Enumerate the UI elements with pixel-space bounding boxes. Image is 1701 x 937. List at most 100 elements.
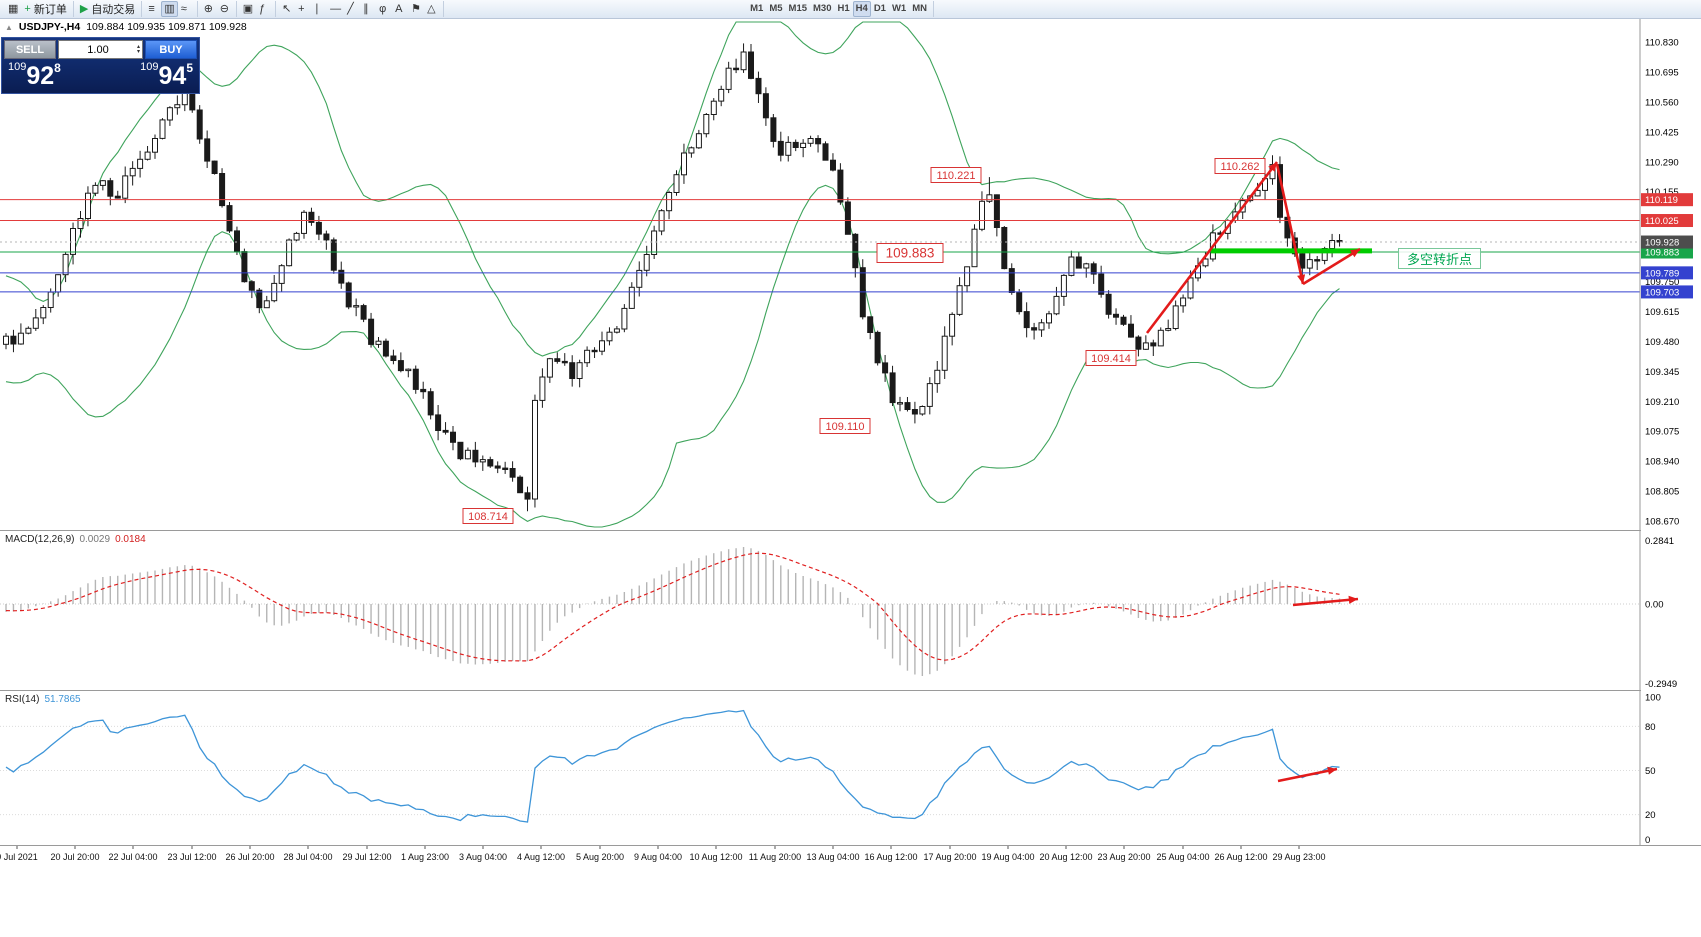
fibonacci-button[interactable]: φ xyxy=(376,1,392,17)
svg-text:16 Aug 12:00: 16 Aug 12:00 xyxy=(864,852,917,862)
price-axis-tag xyxy=(1641,235,1693,249)
indicator-axis[interactable]: 0.2841 0.00 -0.2949 100 80 50 20 0 xyxy=(1645,536,1677,846)
svg-text:110.695: 110.695 xyxy=(1645,67,1679,78)
rsi-value: 51.7865 xyxy=(44,694,81,705)
price-label-box[interactable] xyxy=(930,167,982,183)
price-axis-tag xyxy=(1641,285,1693,299)
price-axis-tag xyxy=(1641,245,1693,259)
svg-text:110.290: 110.290 xyxy=(1645,157,1679,168)
svg-text:110.155: 110.155 xyxy=(1645,187,1679,198)
toolbar-group: ≡ ▥ ≈ xyxy=(142,1,198,17)
price-axis-tag xyxy=(1641,266,1693,280)
indicators-button[interactable]: ƒ xyxy=(256,1,272,17)
equidistant-channel-button[interactable]: ∥ xyxy=(360,1,376,17)
price-label-box[interactable] xyxy=(876,243,944,263)
shapes-button[interactable]: △ xyxy=(424,1,440,17)
macd-value-main: 0.0029 xyxy=(79,534,111,545)
sell-button[interactable]: SELL xyxy=(4,40,56,59)
volume-field[interactable]: 1.00 ▴ ▾ xyxy=(58,40,143,59)
sell-price[interactable]: 109928 xyxy=(8,61,61,90)
timeframe-mn-button[interactable]: MN xyxy=(909,1,930,17)
time-axis[interactable]: 9 Jul 2021 20 Jul 20:00 22 Jul 04:00 23 Jul… xyxy=(0,846,1326,862)
svg-text:26 Aug 12:00: 26 Aug 12:00 xyxy=(1214,852,1267,862)
cursor-icon: ↖ xyxy=(282,3,292,15)
svg-text:20 Aug 12:00: 20 Aug 12:00 xyxy=(1039,852,1092,862)
timeframe-w1-button[interactable]: W1 xyxy=(889,1,909,17)
svg-text:25 Aug 04:00: 25 Aug 04:00 xyxy=(1156,852,1209,862)
timeframe-h1-button[interactable]: H1 xyxy=(835,1,853,17)
svg-text:10 Aug 12:00: 10 Aug 12:00 xyxy=(689,852,742,862)
price-label-box[interactable] xyxy=(1085,350,1137,366)
zoom-out-button[interactable]: ⊖ xyxy=(217,1,233,17)
price-label-box[interactable] xyxy=(462,508,514,524)
price-axis[interactable]: 108.670 108.805 108.940 109.075 109.210 109.3… xyxy=(1639,18,1701,845)
svg-text:23 Jul 12:00: 23 Jul 12:00 xyxy=(167,852,216,862)
candlestick-series xyxy=(3,43,1343,512)
tile-windows-icon: ▣ xyxy=(242,3,254,15)
horizontal-line-button[interactable]: ― xyxy=(327,1,344,17)
cursor-button[interactable]: ↖ xyxy=(279,1,295,17)
new-order-icon: + xyxy=(24,3,31,15)
timeframe-m30-button[interactable]: M30 xyxy=(810,1,834,17)
svg-text:9 Jul 2021: 9 Jul 2021 xyxy=(0,852,38,862)
trend-arrows[interactable] xyxy=(1145,161,1361,783)
price-axis-tag xyxy=(1641,214,1693,228)
arrow-label-icon: ⚑ xyxy=(411,3,421,15)
crosshair-button[interactable]: + xyxy=(295,1,311,17)
timeframe-h1-icon: H1 xyxy=(837,3,850,14)
svg-text:-0.2949: -0.2949 xyxy=(1645,679,1677,690)
bollinger-upper-band xyxy=(5,21,1340,357)
new-order-button[interactable]: + 新订单 xyxy=(21,1,69,17)
svg-text:110.425: 110.425 xyxy=(1645,127,1679,138)
horizontal-line-icon: ― xyxy=(330,3,342,15)
buy-price[interactable]: 109945 xyxy=(140,61,193,90)
svg-text:29 Jul 12:00: 29 Jul 12:00 xyxy=(342,852,391,862)
arrow-label-button[interactable]: ⚑ xyxy=(408,1,424,17)
timeframe-m15-button[interactable]: M15 xyxy=(786,1,810,17)
text-button[interactable]: A xyxy=(392,1,408,17)
timeframe-h4-button[interactable]: H4 xyxy=(852,1,871,17)
price-label-box[interactable] xyxy=(1214,158,1266,174)
tile-windows-button[interactable]: ▣ xyxy=(240,1,256,17)
zoom-in-button[interactable]: ⊕ xyxy=(201,1,217,17)
sell-price-sup: 8 xyxy=(54,61,61,75)
svg-text:11 Aug 20:00: 11 Aug 20:00 xyxy=(749,852,801,862)
svg-text:109.414: 109.414 xyxy=(1091,353,1131,365)
macd-header: MACD(12,26,9) 0.0029 0.0184 xyxy=(5,534,146,545)
svg-text:109.210: 109.210 xyxy=(1645,397,1679,408)
volume-up-button[interactable]: ▴ xyxy=(136,43,140,50)
bar-chart-button[interactable]: ≡ xyxy=(145,1,161,17)
line-chart-button[interactable]: ≈ xyxy=(178,1,194,17)
swing-price-labels[interactable]: 110.221 110.262 109.883 109.414 109.110 108.7… xyxy=(462,158,1266,524)
svg-text:17 Aug 20:00: 17 Aug 20:00 xyxy=(923,852,976,862)
svg-text:4 Aug 12:00: 4 Aug 12:00 xyxy=(517,852,565,862)
autotrading-button[interactable]: ▶ 自动交易 xyxy=(77,1,138,17)
timeframe-m1-button[interactable]: M1 xyxy=(747,1,766,17)
price-label-box[interactable] xyxy=(819,418,871,434)
timeframe-d1-button[interactable]: D1 xyxy=(871,1,889,17)
symbol-marker-icon: ▲ xyxy=(5,23,13,32)
toolbar-group: ⊕ ⊖ xyxy=(198,1,237,17)
volume-value[interactable]: 1.00 xyxy=(87,43,109,56)
macd-value-signal: 0.0184 xyxy=(115,534,146,545)
volume-down-button[interactable]: ▾ xyxy=(136,48,140,55)
trendline-button[interactable]: ╱ xyxy=(344,1,360,17)
svg-text:109.703: 109.703 xyxy=(1645,287,1679,298)
svg-text:0.2841: 0.2841 xyxy=(1645,536,1674,547)
macd-pane xyxy=(0,547,1640,676)
timeframe-m5-button[interactable]: M5 xyxy=(766,1,785,17)
timeframe-d1-icon: D1 xyxy=(873,3,886,14)
autotrading-button-label: 自动交易 xyxy=(91,4,136,16)
svg-text:19 Aug 04:00: 19 Aug 04:00 xyxy=(981,852,1034,862)
vertical-line-button[interactable]: ∣ xyxy=(311,1,327,17)
level-lines[interactable] xyxy=(0,199,1640,293)
svg-text:100: 100 xyxy=(1645,693,1661,704)
buy-price-prefix: 109 xyxy=(140,61,159,73)
chart-window-button[interactable]: ▦ xyxy=(5,1,21,17)
rsi-line xyxy=(5,709,1340,823)
buy-button[interactable]: BUY xyxy=(145,40,197,59)
svg-text:29 Aug 23:00: 29 Aug 23:00 xyxy=(1272,852,1325,862)
candlestick-chart-button[interactable]: ▥ xyxy=(161,1,178,17)
